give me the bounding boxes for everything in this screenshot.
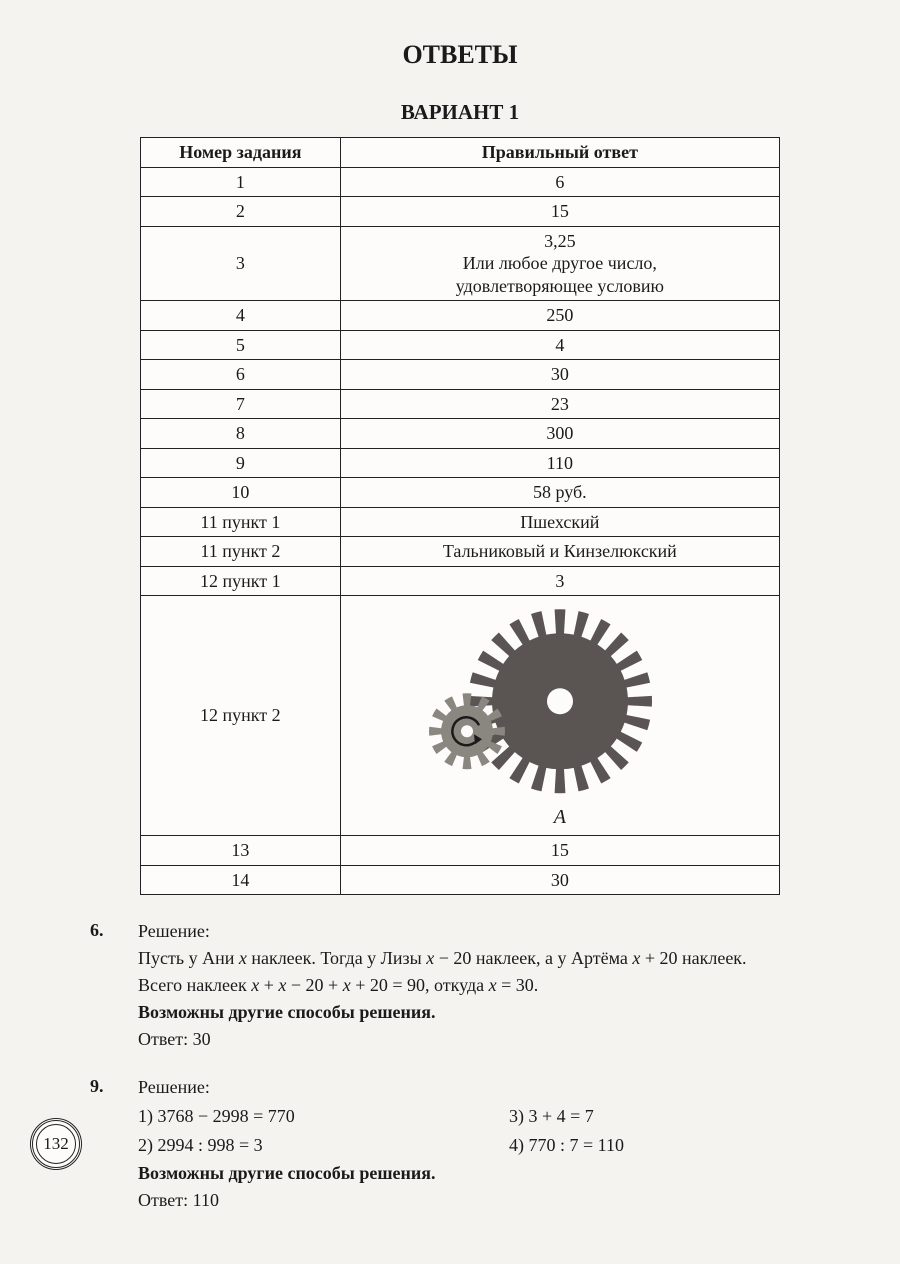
table-row: 33,25Или любое другое число,удовлетворяю… xyxy=(141,226,780,301)
task-answer: 300 xyxy=(340,419,779,449)
table-row: 12 пункт 2 A xyxy=(141,596,780,836)
task-answer: Пшехский xyxy=(340,507,779,537)
solution-body: Решение:Пусть у Ани x наклеек. Тогда у Л… xyxy=(138,917,840,1053)
task-answer: 4 xyxy=(340,330,779,360)
table-row: 11 пункт 2Тальниковый и Кинзелюкский xyxy=(141,537,780,567)
task-number: 13 xyxy=(141,836,341,866)
solution-steps: 1) 3768 − 2998 = 770 3) 3 + 4 = 7 2) 2994 … xyxy=(138,1102,840,1159)
solution-label: Решение: xyxy=(138,1074,840,1100)
solution-step: 3) 3 + 4 = 7 xyxy=(509,1103,840,1129)
solution-label: Решение: xyxy=(138,918,840,944)
table-row: 1315 xyxy=(141,836,780,866)
task-number: 14 xyxy=(141,865,341,895)
task-answer: 3,25Или любое другое число,удовлетворяющ… xyxy=(340,226,779,301)
task-answer: 30 xyxy=(340,865,779,895)
header-ans: Правильный ответ xyxy=(340,138,779,168)
task-number: 3 xyxy=(141,226,341,301)
header-num: Номер задания xyxy=(141,138,341,168)
task-number: 11 пункт 1 xyxy=(141,507,341,537)
table-row: 54 xyxy=(141,330,780,360)
table-row: 1430 xyxy=(141,865,780,895)
table-row: 11 пункт 1Пшехский xyxy=(141,507,780,537)
answers-table: Номер задания Правильный ответ 1621533,2… xyxy=(140,137,780,895)
task-answer: A xyxy=(340,596,779,836)
solution-text: Пусть у Ани x наклеек. Тогда у Лизы x − … xyxy=(138,945,840,971)
table-row: 8300 xyxy=(141,419,780,449)
rotation-arrow-icon xyxy=(442,706,492,762)
task-number: 12 пункт 2 xyxy=(141,596,341,836)
page-title: ОТВЕТЫ xyxy=(70,40,850,70)
solution-block: 9.Решение: 1) 3768 − 2998 = 770 3) 3 + 4 =… xyxy=(90,1073,840,1213)
task-number: 5 xyxy=(141,330,341,360)
table-row: 4250 xyxy=(141,301,780,331)
solution-note: Возможны другие способы решения. xyxy=(138,999,840,1025)
task-number: 1 xyxy=(141,167,341,197)
table-row: 630 xyxy=(141,360,780,390)
task-number: 9 xyxy=(141,448,341,478)
task-answer: 250 xyxy=(340,301,779,331)
page-number: 132 xyxy=(30,1118,82,1170)
task-answer: 58 руб. xyxy=(340,478,779,508)
solution-number: 9. xyxy=(90,1073,138,1213)
task-number: 2 xyxy=(141,197,341,227)
solution-note: Возможны другие способы решения. xyxy=(138,1160,840,1186)
solution-step: 1) 3768 − 2998 = 770 xyxy=(138,1103,469,1129)
task-number: 10 xyxy=(141,478,341,508)
solution-text: Всего наклеек x + x − 20 + x + 20 = 90, … xyxy=(138,972,840,998)
table-row: 12 пункт 13 xyxy=(141,566,780,596)
table-row: 723 xyxy=(141,389,780,419)
task-number: 6 xyxy=(141,360,341,390)
table-row: 1058 руб. xyxy=(141,478,780,508)
task-answer: 30 xyxy=(340,360,779,390)
table-header-row: Номер задания Правильный ответ xyxy=(141,138,780,168)
task-number: 11 пункт 2 xyxy=(141,537,341,567)
solution-block: 6.Решение:Пусть у Ани x наклеек. Тогда у… xyxy=(90,917,840,1053)
solution-body: Решение: 1) 3768 − 2998 = 770 3) 3 + 4 = 7… xyxy=(138,1073,840,1213)
task-answer: 3 xyxy=(340,566,779,596)
task-answer: 15 xyxy=(340,197,779,227)
solution-step: 2) 2994 : 998 = 3 xyxy=(138,1132,469,1158)
task-answer: 6 xyxy=(340,167,779,197)
task-number: 4 xyxy=(141,301,341,331)
task-answer: 110 xyxy=(340,448,779,478)
gear-label: A xyxy=(554,805,566,830)
task-number: 12 пункт 1 xyxy=(141,566,341,596)
task-number: 7 xyxy=(141,389,341,419)
task-answer: 15 xyxy=(340,836,779,866)
variant-title: ВАРИАНТ 1 xyxy=(70,100,850,125)
table-row: 16 xyxy=(141,167,780,197)
table-row: 215 xyxy=(141,197,780,227)
solution-step: 4) 770 : 7 = 110 xyxy=(509,1132,840,1158)
task-answer: 23 xyxy=(340,389,779,419)
solution-number: 6. xyxy=(90,917,138,1053)
table-row: 9110 xyxy=(141,448,780,478)
solution-answer: Ответ: 30 xyxy=(138,1026,840,1052)
task-number: 8 xyxy=(141,419,341,449)
task-answer: Тальниковый и Кинзелюкский xyxy=(340,537,779,567)
